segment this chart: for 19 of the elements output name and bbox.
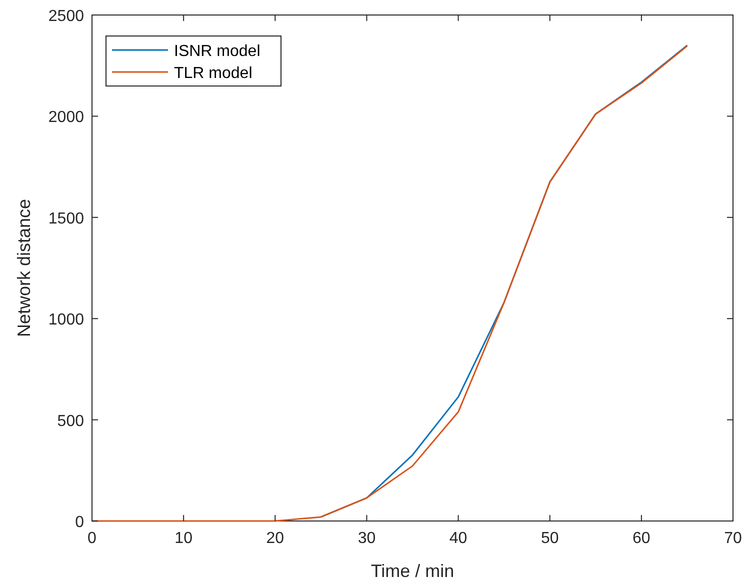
y-tick-label: 0 — [75, 514, 84, 531]
x-tick-label: 70 — [724, 530, 742, 547]
y-tick-label: 1500 — [48, 210, 84, 228]
x-tick-label: 10 — [174, 530, 193, 547]
x-tick-label: 30 — [358, 530, 376, 547]
x-tick-label: 0 — [88, 530, 97, 547]
x-axis-title: Time / min — [370, 561, 454, 581]
y-tick-label: 1000 — [48, 312, 84, 329]
y-axis-title: Network distance — [14, 198, 34, 338]
legend-label: TLR model — [174, 65, 252, 82]
x-tick-label: 20 — [266, 530, 284, 547]
x-tick-label: 40 — [449, 530, 468, 547]
x-tick-label: 50 — [540, 530, 559, 547]
y-tick-label: 500 — [57, 412, 84, 430]
legend-label: ISNR model — [174, 43, 260, 60]
line-series — [91, 45, 688, 522]
y-tick-label: 2000 — [48, 109, 84, 126]
x-tick-label: 60 — [632, 530, 650, 547]
y-tick-label: 2500 — [48, 8, 84, 25]
